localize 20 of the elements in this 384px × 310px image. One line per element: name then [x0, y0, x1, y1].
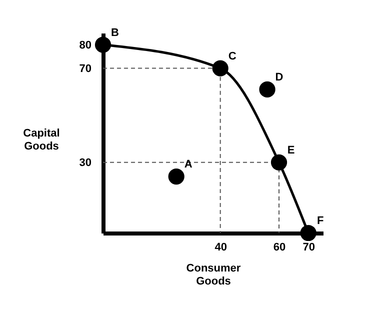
annotation: A [184, 158, 192, 171]
x-axis-title: Consumer Goods [186, 262, 242, 288]
annotation: B [111, 26, 120, 39]
x-tick-label: 40 [214, 242, 227, 254]
y-tick-label: 30 [79, 156, 92, 169]
point [259, 81, 276, 98]
y-tick-label: 80 [79, 39, 92, 52]
y-axis-title: Capital Goods [23, 128, 60, 152]
annotation: D [275, 71, 284, 84]
x-tick-label: 60 [273, 242, 286, 254]
annotation: F [316, 215, 324, 227]
point [270, 154, 288, 170]
point [168, 168, 184, 185]
y-tick-label: 70 [79, 62, 92, 75]
point [94, 36, 112, 53]
point [300, 224, 316, 242]
annotation: C [228, 50, 236, 62]
x-tick-label: 70 [302, 242, 315, 254]
point [212, 60, 228, 76]
annotation: E [287, 144, 295, 156]
